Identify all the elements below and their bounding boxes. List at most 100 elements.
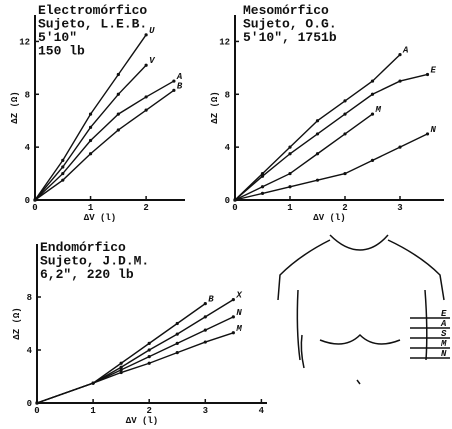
chart-title: Sujeto, O.G. [243, 17, 337, 32]
data-point [35, 401, 39, 405]
y-axis-label: ΔZ (Ω) [12, 307, 22, 339]
data-point [260, 185, 265, 189]
data-point [61, 158, 65, 162]
chart-title: Sujeto, J.D.M. [40, 254, 149, 269]
y-tick-label: 4 [225, 143, 231, 153]
series-line [234, 73, 428, 201]
data-point [315, 178, 320, 182]
data-point [315, 152, 320, 156]
data-point [343, 132, 347, 136]
y-axis-label: ΔZ (Ω) [210, 91, 220, 123]
data-point [116, 92, 120, 96]
data-point [61, 165, 65, 169]
data-point [119, 365, 123, 369]
data-point [88, 112, 93, 116]
x-tick-label: 3 [203, 406, 208, 416]
y-tick-label: 8 [25, 90, 30, 100]
series-line [36, 299, 234, 404]
chart-title: Mesomórfico [243, 3, 329, 18]
x-tick-label: 3 [397, 203, 402, 213]
series-line [34, 64, 147, 201]
data-point [398, 145, 402, 149]
data-point [315, 119, 320, 123]
data-point [425, 132, 430, 136]
chart-title: Endomórfico [40, 240, 126, 255]
series-label: M [235, 324, 242, 334]
x-tick-label: 1 [88, 203, 94, 213]
y-axis-label: ΔZ (Ω) [10, 91, 20, 123]
series-line [234, 133, 428, 201]
series-label: N [236, 308, 242, 318]
data-point [175, 341, 179, 345]
x-axis-label: ΔV (l) [313, 213, 345, 223]
x-tick-label: 2 [146, 406, 151, 416]
data-point [260, 171, 265, 176]
data-point [91, 381, 95, 385]
torso-drawing [277, 234, 450, 385]
data-point [175, 351, 179, 355]
data-point [203, 328, 207, 332]
x-tick-label: 0 [34, 406, 39, 416]
y-tick-label: 8 [27, 293, 32, 303]
data-point [175, 332, 179, 336]
series-label: B [208, 295, 214, 305]
data-point [231, 315, 235, 319]
series-label: X [235, 291, 242, 301]
data-point [288, 185, 292, 189]
data-point [119, 370, 123, 375]
series-line [234, 113, 373, 201]
chart-title: 150 lb [38, 44, 85, 59]
y-tick-label: 12 [19, 37, 30, 47]
series-line [34, 34, 147, 201]
diagram-label: E [441, 309, 447, 319]
data-point [61, 178, 65, 182]
data-point [116, 112, 120, 116]
x-tick-label: 2 [143, 203, 148, 213]
data-point [147, 341, 151, 345]
data-point [260, 191, 265, 195]
data-point [231, 331, 235, 335]
x-tick-label: 0 [32, 203, 37, 213]
series-label: V [149, 56, 156, 66]
data-point [288, 152, 292, 156]
data-point [147, 361, 151, 365]
chart-title: 6,2", 220 lb [40, 267, 134, 282]
chart-title: 5'10", 1751b [243, 30, 337, 45]
x-tick-label: 4 [259, 406, 265, 416]
data-point [61, 171, 65, 176]
series-label: N [431, 125, 437, 135]
data-point [203, 340, 207, 344]
chart-title: 5'10" [38, 30, 77, 45]
data-point [203, 302, 207, 306]
diagram-label: N [441, 349, 447, 359]
x-tick-label: 1 [287, 203, 293, 213]
data-point [144, 33, 148, 37]
data-point [343, 99, 347, 103]
data-point [233, 198, 237, 202]
data-point [231, 298, 235, 302]
y-tick-label: 4 [27, 346, 33, 356]
data-point [343, 171, 347, 176]
data-point [144, 108, 148, 112]
data-point [398, 53, 402, 57]
series-line [34, 89, 175, 201]
series-label: U [149, 26, 155, 36]
data-point [116, 72, 120, 77]
series-label: E [431, 65, 437, 75]
data-point [88, 138, 93, 143]
data-point [119, 368, 123, 372]
data-point [172, 79, 176, 83]
data-point [88, 152, 93, 156]
data-point [144, 95, 148, 99]
chart-title: Sujeto, L.E.B. [38, 17, 147, 32]
data-point [88, 125, 93, 129]
series-line [34, 80, 175, 201]
data-point [116, 128, 120, 132]
data-point [175, 321, 179, 326]
x-tick-label: 2 [342, 203, 347, 213]
data-point [260, 174, 265, 178]
data-point [370, 79, 375, 83]
data-point [144, 63, 148, 67]
data-point [147, 355, 151, 359]
y-tick-label: 0 [27, 399, 32, 409]
